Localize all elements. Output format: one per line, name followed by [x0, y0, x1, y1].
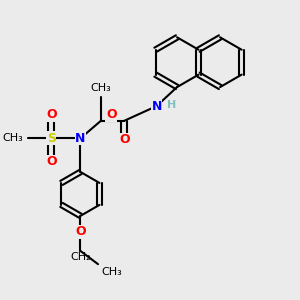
Text: CH₃: CH₃ [91, 83, 111, 93]
Text: O: O [75, 226, 86, 238]
Text: CH₂: CH₂ [70, 252, 91, 262]
Text: CH₃: CH₃ [3, 133, 23, 143]
Text: N: N [152, 100, 162, 112]
Text: O: O [106, 108, 116, 122]
Text: O: O [46, 155, 56, 168]
Text: O: O [119, 133, 130, 146]
Text: N: N [75, 132, 86, 145]
Text: CH₃: CH₃ [101, 267, 122, 277]
Text: H: H [167, 100, 176, 110]
Text: O: O [46, 108, 56, 122]
Text: S: S [47, 132, 56, 145]
